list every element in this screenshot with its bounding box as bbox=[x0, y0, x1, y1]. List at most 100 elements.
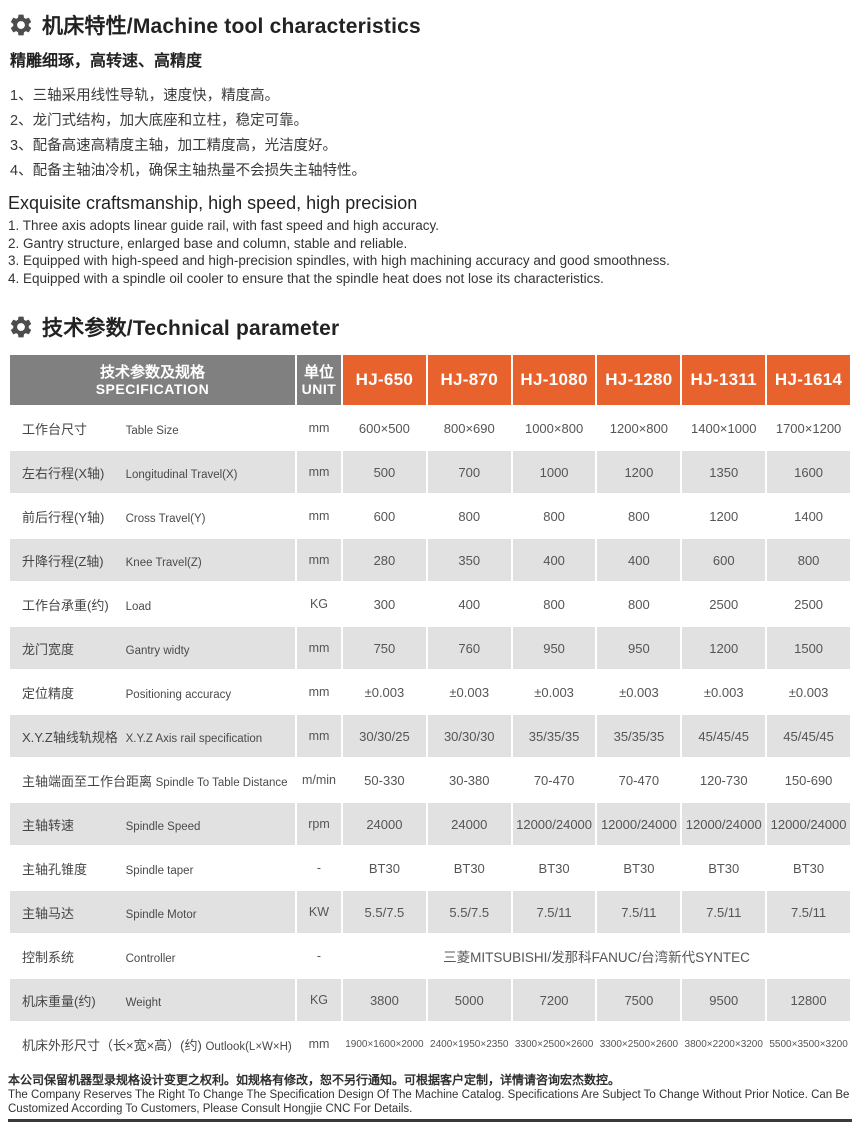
spec-cell: 主轴端面至工作台距离 Spindle To Table Distance bbox=[10, 759, 295, 801]
value-cell: 1350 bbox=[682, 451, 766, 493]
value-cell: 9500 bbox=[682, 979, 766, 1021]
en-feature-item: 4. Equipped with a spindle oil cooler to… bbox=[8, 270, 604, 286]
spec-label-cn: 主轴转速 bbox=[22, 817, 75, 833]
spec-label-en: Positioning accuracy bbox=[125, 688, 232, 701]
spec-label-en: Load bbox=[125, 600, 152, 613]
value-cell: 120-730 bbox=[682, 759, 766, 801]
table-row: 机床外形尺寸（长×宽×高）(约) Outlook(L×W×H) mm 1900×16… bbox=[10, 1023, 850, 1065]
unit-cell: mm bbox=[297, 539, 341, 581]
value-cell: 500 bbox=[343, 451, 426, 493]
value-cell: 2500 bbox=[767, 583, 850, 625]
table-row: 升降行程(Z轴) Knee Travel(Z) mm 280 350 400 400 600… bbox=[10, 539, 850, 581]
spec-label-cn: 前后行程(Y轴) bbox=[22, 509, 105, 525]
table-row: 定位精度 Positioning accuracy mm ±0.003 ±0.003 ±… bbox=[10, 671, 850, 713]
unit-header-cn: 单位 bbox=[303, 363, 334, 381]
table-row: 主轴转速 Spindle Speed rpm 24000 24000 12000/240… bbox=[10, 803, 850, 845]
value-cell: 5500×3500×3200 bbox=[767, 1023, 850, 1065]
en-feature-list: 1. Three axis adopts linear guide rail, … bbox=[8, 217, 852, 287]
table-row: 主轴孔锥度 Spindle taper - BT30 BT30 BT30 BT30 BT30… bbox=[10, 847, 850, 889]
spec-label-cn: 升降行程(Z轴) bbox=[22, 553, 104, 569]
value-cell: 12000/24000 bbox=[682, 803, 766, 845]
value-cell: 400 bbox=[597, 539, 681, 581]
value-cell: 1000×800 bbox=[512, 407, 596, 449]
value-cell: ±0.003 bbox=[343, 671, 426, 713]
gear-icon bbox=[8, 314, 34, 340]
gear-icon bbox=[8, 12, 34, 38]
unit-cell: - bbox=[297, 935, 341, 977]
cn-feature-item: 4、配备主轴油冷机，确保主轴热量不会损失主轴特性。 bbox=[10, 163, 367, 179]
model-column-header: HJ-650 bbox=[343, 355, 426, 405]
spec-label-en: Table Size bbox=[125, 424, 179, 437]
value-cell: 1500 bbox=[767, 627, 850, 669]
spec-label-cn: 主轴端面至工作台距离 bbox=[22, 773, 153, 789]
value-cell: 7.5/11 bbox=[512, 891, 596, 933]
en-feature-item: 3. Equipped with high-speed and high-pre… bbox=[8, 253, 670, 268]
value-cell: ±0.003 bbox=[682, 671, 766, 713]
value-cell: 2400×1950×2350 bbox=[427, 1023, 511, 1065]
value-cell: 600×500 bbox=[343, 407, 426, 449]
value-cell: 400 bbox=[427, 583, 511, 625]
spec-label-cn: 机床外形尺寸（长×宽×高）(约) bbox=[22, 1037, 202, 1053]
table-row: 主轴马达 Spindle Motor KW 5.5/7.5 5.5/7.5 7.5/11… bbox=[10, 891, 850, 933]
unit-cell: rpm bbox=[297, 803, 341, 845]
section-machine-characteristics: 机床特性/Machine tool characteristics bbox=[8, 10, 852, 40]
spec-cell: 工作台承重(约) Load bbox=[10, 583, 295, 625]
value-cell: 1200 bbox=[682, 627, 766, 669]
unit-cell: KG bbox=[297, 979, 341, 1021]
value-cell: 800×690 bbox=[427, 407, 511, 449]
value-cell: 1900×1600×2000 bbox=[343, 1023, 426, 1065]
value-cell: 70-470 bbox=[597, 759, 681, 801]
merged-value-cell: 三菱MITSUBISHI/发那科FANUC/台湾新代SYNTEC bbox=[343, 935, 850, 977]
value-cell: 760 bbox=[427, 627, 511, 669]
model-column-header: HJ-1080 bbox=[512, 355, 596, 405]
value-cell: 12000/24000 bbox=[597, 803, 681, 845]
value-cell: 950 bbox=[597, 627, 681, 669]
value-cell: 35/35/35 bbox=[512, 715, 596, 757]
value-cell: 5000 bbox=[427, 979, 511, 1021]
spec-label-en: Spindle Speed bbox=[125, 820, 201, 833]
value-cell: 300 bbox=[343, 583, 426, 625]
specification-table: 技术参数及规格 SPECIFICATION 单位 UNIT HJ-650 HJ-8… bbox=[8, 353, 852, 1067]
value-cell: 35/35/35 bbox=[597, 715, 681, 757]
value-cell: ±0.003 bbox=[427, 671, 511, 713]
spec-label-en: Spindle taper bbox=[125, 864, 194, 877]
value-cell: BT30 bbox=[343, 847, 426, 889]
spec-label-cn: 定位精度 bbox=[22, 685, 75, 701]
value-cell: 1400×1000 bbox=[682, 407, 766, 449]
value-cell: 30/30/30 bbox=[427, 715, 511, 757]
spec-label-en: Gantry widty bbox=[125, 644, 190, 657]
value-cell: ±0.003 bbox=[512, 671, 596, 713]
value-cell: 3800×2200×3200 bbox=[682, 1023, 766, 1065]
characteristics-en-title: Exquisite craftsmanship, high speed, hig… bbox=[8, 193, 418, 213]
table-row: 主轴端面至工作台距离 Spindle To Table Distance m/mi… bbox=[10, 759, 850, 801]
value-cell: 1000 bbox=[512, 451, 596, 493]
value-cell: 1200 bbox=[682, 495, 766, 537]
disclaimer-footer: 本公司保留机器型录规格设计变更之权利。如规格有修改，恕不另行通知。可根据客户定制… bbox=[8, 1071, 852, 1122]
table-row: 工作台承重(约) Load KG 300 400 800 800 2500 2500 bbox=[10, 583, 850, 625]
value-cell: 30-380 bbox=[427, 759, 511, 801]
characteristics-subtitle: 精雕细琢，高转速、高精度 bbox=[10, 53, 203, 70]
value-cell: 7200 bbox=[512, 979, 596, 1021]
value-cell: 800 bbox=[427, 495, 511, 537]
table-row: 左右行程(X轴) Longitudinal Travel(X) mm 500 700 1… bbox=[10, 451, 850, 493]
spec-label-cn: 左右行程(X轴) bbox=[22, 465, 105, 481]
spec-label-cn: 主轴马达 bbox=[22, 905, 75, 921]
value-cell: ±0.003 bbox=[597, 671, 681, 713]
spec-label-en: Outlook(L×W×H) bbox=[205, 1040, 292, 1053]
spec-cell: 龙门宽度 Gantry widty bbox=[10, 627, 295, 669]
disclaimer-en: The Company Reserves The Right To Change… bbox=[8, 1089, 850, 1115]
value-cell: 30/30/25 bbox=[343, 715, 426, 757]
value-cell: 600 bbox=[343, 495, 426, 537]
value-cell: 800 bbox=[512, 583, 596, 625]
value-cell: 800 bbox=[512, 495, 596, 537]
value-cell: 700 bbox=[427, 451, 511, 493]
value-cell: ±0.003 bbox=[767, 671, 850, 713]
spec-cell: 前后行程(Y轴) Cross Travel(Y) bbox=[10, 495, 295, 537]
value-cell: BT30 bbox=[427, 847, 511, 889]
value-cell: 400 bbox=[512, 539, 596, 581]
spec-cell: 主轴孔锥度 Spindle taper bbox=[10, 847, 295, 889]
unit-cell: KW bbox=[297, 891, 341, 933]
value-cell: 150-690 bbox=[767, 759, 850, 801]
table-row: 控制系统 Controller - 三菱MITSUBISHI/发那科FANUC/台湾… bbox=[10, 935, 850, 977]
cn-feature-item: 2、龙门式结构，加大底座和立柱，稳定可靠。 bbox=[10, 113, 309, 129]
